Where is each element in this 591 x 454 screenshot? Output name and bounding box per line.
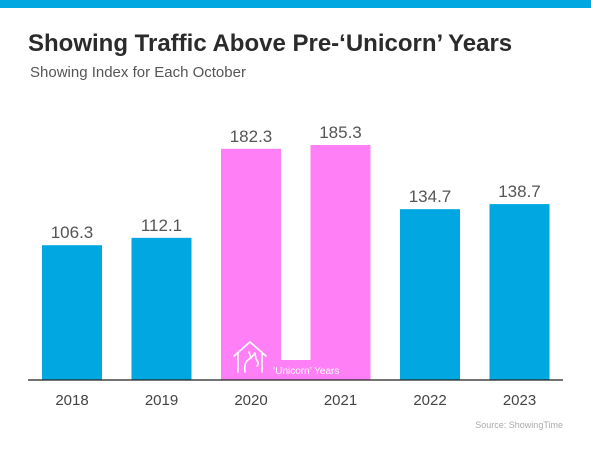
source-note: Source: ShowingTime [475, 420, 563, 430]
tick-label-2023: 2023 [503, 392, 536, 409]
value-label-2023: 138.7 [498, 182, 541, 201]
tick-label-2020: 2020 [234, 392, 267, 409]
tick-label-2021: 2021 [324, 392, 357, 409]
value-label-2019: 112.1 [141, 216, 182, 235]
value-label-2018: 106.3 [51, 223, 94, 242]
chart-title: Showing Traffic Above Pre-‘Unicorn’ Year… [28, 30, 513, 57]
bar-2022 [400, 209, 460, 380]
tick-label-2019: 2019 [145, 392, 178, 409]
value-label-2022: 134.7 [409, 187, 452, 206]
tick-label-2022: 2022 [413, 392, 446, 409]
bar-2020 [221, 148, 281, 380]
bar-2023 [489, 204, 550, 380]
bar-2018 [42, 245, 102, 380]
value-label-2020: 182.3 [230, 127, 273, 146]
bar-2019 [131, 237, 192, 380]
bar-2021 [310, 145, 371, 380]
unicorn-house-icon [233, 341, 267, 373]
top-accent-bar [0, 0, 591, 8]
tick-label-2018: 2018 [55, 392, 88, 409]
chart-subtitle: Showing Index for Each October [30, 64, 246, 81]
unicorn-years-label: ‘Unicorn’ Years [273, 366, 339, 377]
value-label-2021: 185.3 [319, 123, 362, 142]
